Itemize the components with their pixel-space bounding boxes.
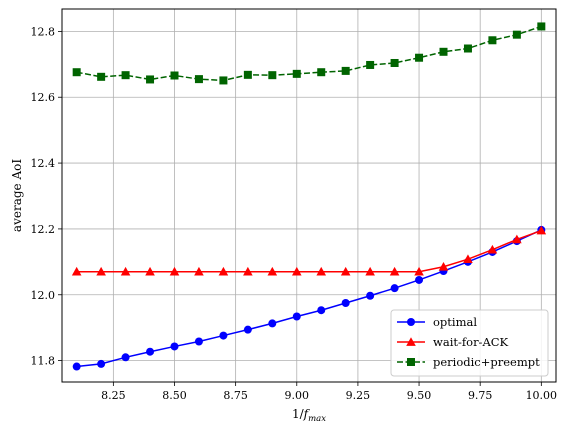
data-point [390, 284, 399, 293]
data-point [243, 325, 252, 334]
data-point [170, 342, 179, 351]
data-point [414, 266, 424, 276]
data-point [96, 266, 106, 276]
data-point [194, 337, 203, 346]
legend-item-wait-for-ack: wait-for-ACK [397, 335, 509, 349]
axis-ticks: 8.25 8.50 8.75 9.00 9.25 9.50 9.75 10.00 11.8 12.… [31, 25, 558, 402]
data-point [97, 359, 106, 368]
data-point [487, 244, 498, 254]
legend: optimal wait-for-ACK periodic+preempt [390, 309, 549, 377]
data-point [317, 306, 326, 315]
data-point [267, 266, 278, 276]
legend-marker [406, 337, 416, 346]
data-point [390, 58, 399, 67]
y-tick-label: 12.8 [31, 25, 56, 38]
y-axis-label: average AoI [10, 159, 24, 232]
data-point [146, 75, 155, 84]
x-axis-label: 1/fmax [292, 407, 326, 424]
legend-marker [407, 318, 415, 326]
data-point [341, 66, 350, 75]
data-point [438, 261, 449, 271]
x-axis-label-base: 1/ [292, 407, 305, 421]
data-point [219, 76, 228, 85]
data-point [537, 22, 546, 31]
data-point [121, 353, 130, 362]
data-point [218, 266, 229, 276]
series-line [76, 229, 542, 368]
data-point [365, 266, 375, 276]
series-layer [71, 22, 547, 371]
data-point [366, 60, 375, 69]
data-point [536, 225, 547, 235]
data-point [292, 69, 301, 78]
x-axis-label-var: f [303, 407, 311, 421]
y-tick-label: 12.0 [31, 289, 56, 302]
data-point [121, 71, 130, 80]
data-point [340, 266, 351, 276]
data-point [170, 71, 179, 80]
x-tick-label: 10.00 [526, 389, 558, 402]
data-point [243, 266, 253, 276]
data-point [292, 312, 301, 321]
data-point [268, 319, 277, 328]
series-wait-for-ack [71, 225, 547, 276]
y-tick-label: 12.4 [31, 157, 56, 170]
x-tick-label: 8.25 [101, 389, 126, 402]
legend-item-periodic-preempt: periodic+preempt [397, 355, 540, 369]
y-tick-label: 12.6 [31, 91, 56, 104]
series-line [76, 229, 542, 273]
legend-label: wait-for-ACK [433, 335, 509, 349]
legend-marker [407, 358, 415, 366]
data-point [243, 70, 252, 79]
x-tick-label: 9.50 [407, 389, 432, 402]
legend-label: periodic+preempt [433, 355, 540, 369]
data-point [439, 47, 448, 56]
grid-lines [62, 9, 556, 382]
data-point [120, 266, 131, 276]
data-point [488, 36, 497, 45]
data-point [415, 53, 424, 62]
data-point [194, 266, 204, 276]
x-axis-label-sub: max [308, 414, 326, 424]
data-point [341, 298, 350, 307]
data-point [97, 72, 106, 81]
data-point [72, 362, 81, 371]
data-point [145, 266, 155, 276]
data-point [291, 266, 302, 276]
x-tick-label: 9.75 [468, 389, 493, 402]
data-point [169, 266, 180, 276]
data-point [317, 68, 326, 77]
legend-item-optimal: optimal [397, 315, 477, 329]
x-tick-label: 9.00 [285, 389, 310, 402]
data-point [268, 71, 277, 80]
data-point [512, 234, 522, 244]
data-point [512, 30, 521, 39]
legend-label: optimal [433, 315, 477, 329]
data-point [194, 75, 203, 84]
data-point [72, 68, 81, 77]
data-point [463, 254, 473, 264]
series-line [76, 25, 542, 82]
legend-box [390, 309, 549, 377]
data-point [316, 266, 327, 276]
data-point [366, 291, 375, 300]
data-point [389, 266, 400, 276]
series-periodic-preempt [72, 22, 546, 85]
x-tick-label: 8.75 [223, 389, 248, 402]
y-tick-label: 11.8 [31, 355, 56, 368]
y-tick-label: 12.2 [31, 223, 56, 236]
plot-frame [61, 8, 557, 383]
data-point [415, 275, 424, 284]
data-point [71, 266, 82, 276]
data-point [463, 44, 472, 53]
x-tick-label: 8.50 [162, 389, 187, 402]
x-tick-label: 9.25 [346, 389, 371, 402]
data-point [219, 331, 228, 340]
data-point [146, 347, 155, 356]
